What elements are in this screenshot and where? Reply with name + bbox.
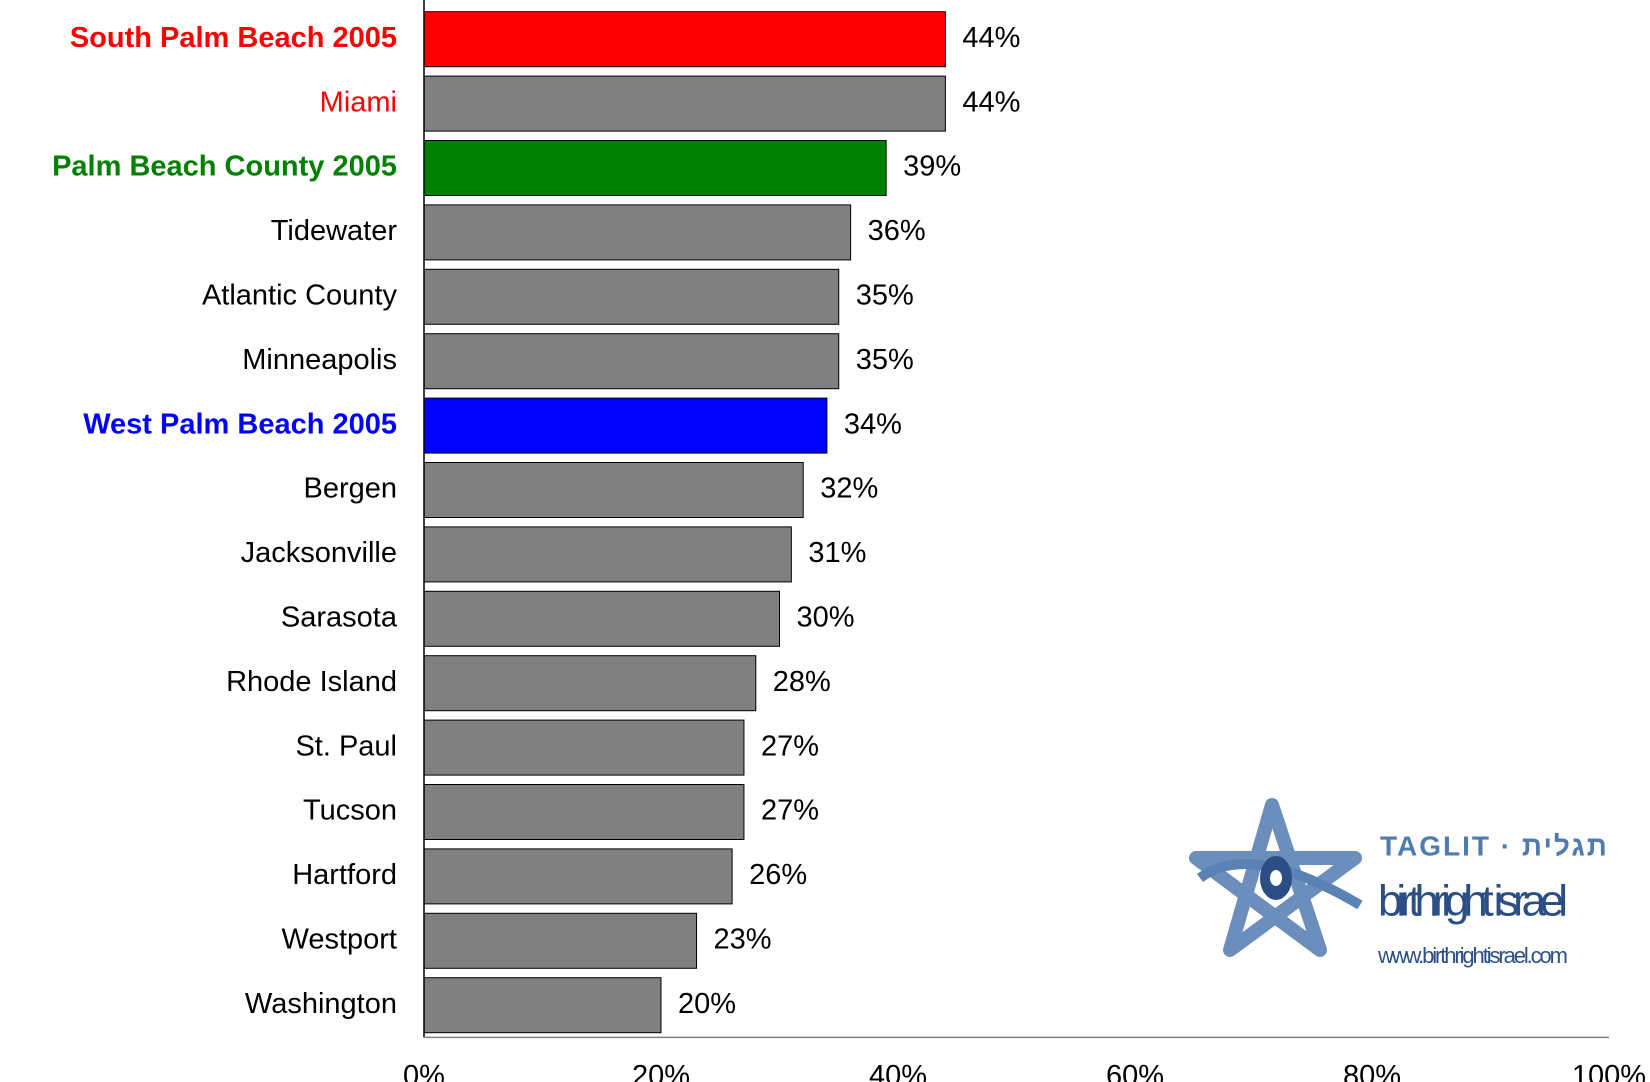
bar (423, 397, 828, 454)
bar (423, 462, 804, 518)
y-tick-label: South Palm Beach 2005 (70, 22, 397, 54)
value-label: 34% (844, 408, 902, 440)
logo: TAGLIT · תגלית birthright israel www.bir… (1189, 798, 1609, 968)
bar (423, 719, 745, 776)
y-tick-label: West Palm Beach 2005 (83, 408, 397, 440)
y-tick-label: Westport (281, 923, 397, 955)
y-tick-label: Miami (320, 86, 397, 118)
logo-name: birthright israel (1378, 877, 1568, 926)
value-label: 44% (962, 86, 1020, 118)
value-label: 35% (856, 344, 914, 376)
value-label: 35% (856, 279, 914, 311)
y-tick-label: Palm Beach County 2005 (52, 151, 397, 183)
y-tick-label: Hartford (292, 859, 397, 891)
value-label: 32% (820, 473, 878, 505)
y-tick-label: Jacksonville (241, 537, 397, 569)
value-label: 27% (761, 795, 819, 827)
bar (423, 526, 792, 583)
bar (423, 655, 757, 712)
y-tick-label: Tucson (303, 795, 397, 827)
value-label: 30% (797, 601, 855, 633)
logo-brand: TAGLIT · תגלית (1380, 830, 1609, 861)
x-tick-label: 0% (403, 1060, 445, 1082)
bar (423, 590, 780, 647)
y-tick-label: Bergen (303, 473, 397, 505)
bar (423, 75, 946, 132)
value-label: 39% (903, 151, 961, 183)
y-tick-label: Atlantic County (202, 279, 398, 311)
x-tick-label: 80% (1343, 1060, 1401, 1082)
y-tick-label: Rhode Island (226, 666, 397, 698)
y-tick-label: Tidewater (271, 215, 398, 247)
logo-pupil (1270, 870, 1282, 886)
bar (423, 11, 946, 68)
bar (423, 204, 852, 261)
bar (423, 977, 662, 1034)
bar (423, 333, 840, 390)
y-tick-label: St. Paul (295, 730, 397, 762)
value-label: 36% (868, 215, 926, 247)
value-label: 44% (962, 22, 1020, 54)
bar (423, 268, 840, 325)
bar (423, 848, 733, 905)
value-label: 23% (714, 923, 772, 955)
value-label: 28% (773, 666, 831, 698)
y-tick-label: Sarasota (281, 601, 398, 633)
x-tick-label: 20% (632, 1060, 690, 1082)
value-label: 26% (749, 859, 807, 891)
bar (423, 140, 887, 196)
y-tick-label: Washington (245, 988, 397, 1020)
bar (423, 912, 698, 969)
value-label: 31% (808, 537, 866, 569)
value-label: 27% (761, 730, 819, 762)
y-tick-label: Minneapolis (242, 344, 397, 376)
x-tick-label: 100% (1572, 1060, 1646, 1082)
value-label: 20% (678, 988, 736, 1020)
x-tick-label: 60% (1106, 1060, 1164, 1082)
logo-url: www.birthrightisrael.com (1377, 943, 1568, 968)
x-tick-label: 40% (869, 1060, 927, 1082)
bar (423, 784, 745, 840)
